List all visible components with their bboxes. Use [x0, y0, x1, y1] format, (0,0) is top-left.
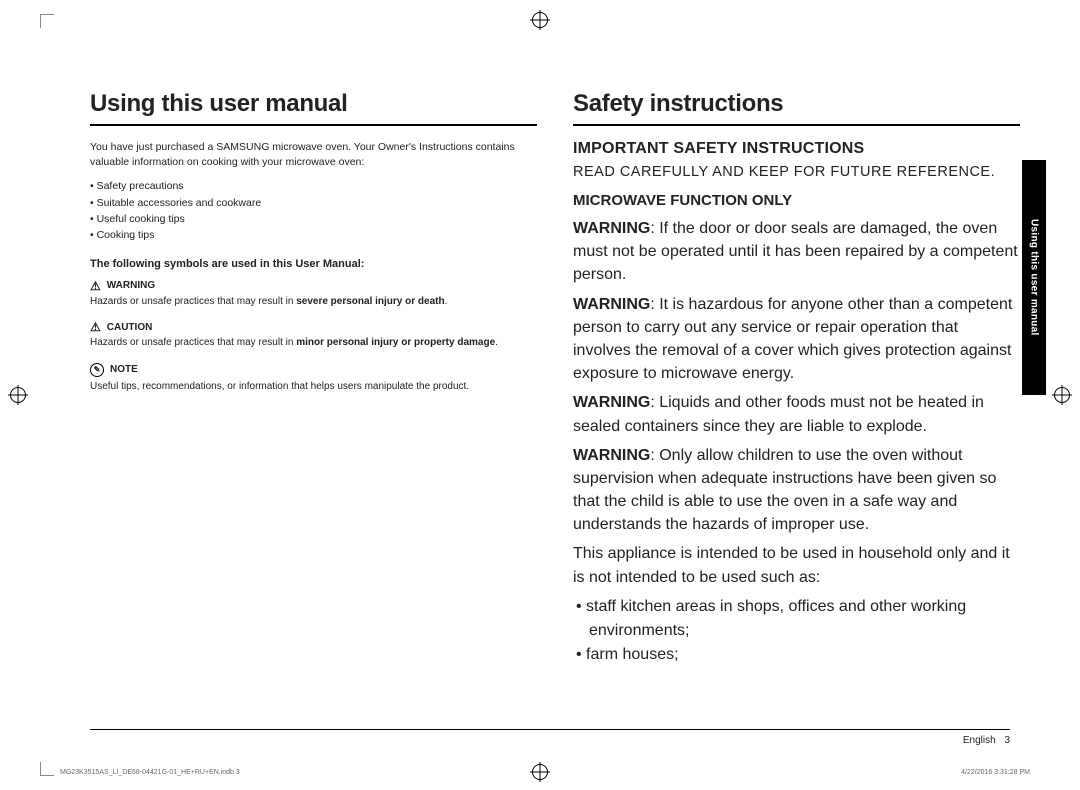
microwave-heading: MICROWAVE FUNCTION ONLY	[573, 192, 1020, 209]
read-carefully: READ CAREFULLY AND KEEP FOR FUTURE REFER…	[573, 164, 1020, 180]
caution-header: ⚠ CAUTION	[90, 321, 537, 333]
symbols-intro: The following symbols are used in this U…	[90, 258, 537, 270]
list-item: staff kitchen areas in shops, offices an…	[573, 595, 1020, 643]
footer-rule	[90, 729, 1010, 730]
registration-mark	[10, 387, 26, 403]
warning-header: ⚠ WARNING	[90, 280, 537, 292]
warning-paragraph: WARNING: Liquids and other foods must no…	[573, 391, 1020, 437]
usage-list: staff kitchen areas in shops, offices an…	[573, 595, 1020, 667]
content-columns: Using this user manual You have just pur…	[90, 90, 1020, 710]
side-tab-label: Using this user manual	[1029, 219, 1040, 336]
print-filename: MG23K3515AS_LI_DE68-04421G-01_HE+RU+EN.i…	[60, 769, 240, 776]
note-icon: ✎	[90, 363, 104, 377]
manual-page: Using this user manual You have just pur…	[0, 0, 1080, 790]
section-title: Using this user manual	[90, 90, 537, 118]
print-timestamp: 4/22/2016 3:31:28 PM	[961, 769, 1030, 776]
registration-mark	[532, 12, 548, 28]
section-title: Safety instructions	[573, 90, 1020, 118]
list-item: Cooking tips	[90, 227, 537, 243]
warnings-body: WARNING: If the door or door seals are d…	[573, 217, 1020, 667]
intro-bullet-list: Safety precautions Suitable accessories …	[90, 178, 537, 243]
side-tab: Using this user manual	[1022, 160, 1046, 395]
warning-icon: ⚠	[90, 280, 101, 292]
left-column: Using this user manual You have just pur…	[90, 90, 537, 710]
note-header: ✎ NOTE	[90, 363, 537, 377]
usage-paragraph: This appliance is intended to be used in…	[573, 542, 1020, 588]
intro-text: You have just purchased a SAMSUNG microw…	[90, 140, 537, 170]
list-item: Useful cooking tips	[90, 211, 537, 227]
footer-page: English 3	[963, 735, 1010, 746]
note-description: Useful tips, recommendations, or informa…	[90, 380, 537, 395]
title-rule	[573, 124, 1020, 126]
warning-paragraph: WARNING: It is hazardous for anyone othe…	[573, 293, 1020, 386]
caution-icon: ⚠	[90, 321, 101, 333]
list-item: Safety precautions	[90, 178, 537, 194]
warning-label: WARNING	[107, 280, 155, 291]
crop-mark	[40, 14, 54, 28]
registration-mark	[1054, 387, 1070, 403]
warning-paragraph: WARNING: If the door or door seals are d…	[573, 217, 1020, 287]
crop-mark	[40, 762, 54, 776]
right-column: Safety instructions IMPORTANT SAFETY INS…	[573, 90, 1020, 710]
note-label: NOTE	[110, 364, 138, 375]
warning-description: Hazards or unsafe practices that may res…	[90, 295, 537, 310]
list-item: Suitable accessories and cookware	[90, 195, 537, 211]
caution-description: Hazards or unsafe practices that may res…	[90, 336, 537, 351]
title-rule	[90, 124, 537, 126]
warning-paragraph: WARNING: Only allow children to use the …	[573, 444, 1020, 537]
caution-label: CAUTION	[107, 322, 153, 333]
registration-mark	[532, 764, 548, 780]
safety-heading: IMPORTANT SAFETY INSTRUCTIONS	[573, 140, 1020, 158]
list-item: farm houses;	[573, 643, 1020, 667]
